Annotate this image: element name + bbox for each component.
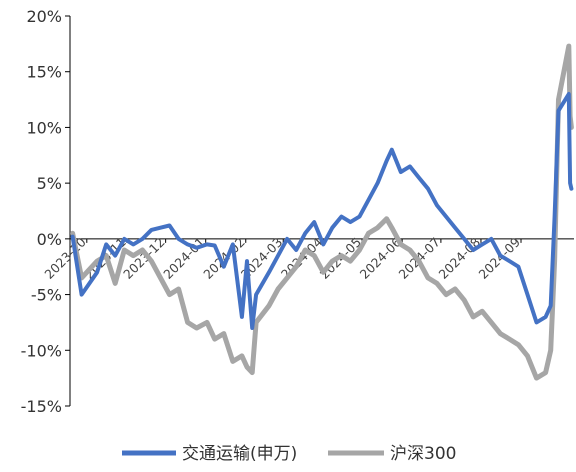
y-tick-label: 20% bbox=[26, 7, 62, 26]
y-tick-label: 10% bbox=[26, 118, 62, 137]
y-tick-label: -10% bbox=[21, 341, 62, 360]
series-line-csi300 bbox=[73, 46, 572, 378]
legend: 交通运输(申万) 沪深300 bbox=[122, 444, 456, 464]
y-tick-label: -5% bbox=[31, 286, 62, 305]
legend-label: 沪深300 bbox=[390, 444, 456, 464]
y-tick-label: -15% bbox=[21, 397, 62, 416]
y-tick-label: 15% bbox=[26, 63, 62, 82]
y-axis: 20% 15% 10% 5% 0% -5% -10% -15% bbox=[21, 7, 70, 416]
legend-label: 交通运输(申万) bbox=[182, 444, 297, 464]
y-tick-label: 0% bbox=[37, 230, 62, 249]
series-line-transport bbox=[73, 94, 572, 328]
series-lines bbox=[73, 46, 572, 378]
y-tick-label: 5% bbox=[37, 174, 62, 193]
x-tick-label: 2024-09 bbox=[476, 234, 524, 282]
x-tick-label: 2024-08 bbox=[436, 234, 484, 282]
